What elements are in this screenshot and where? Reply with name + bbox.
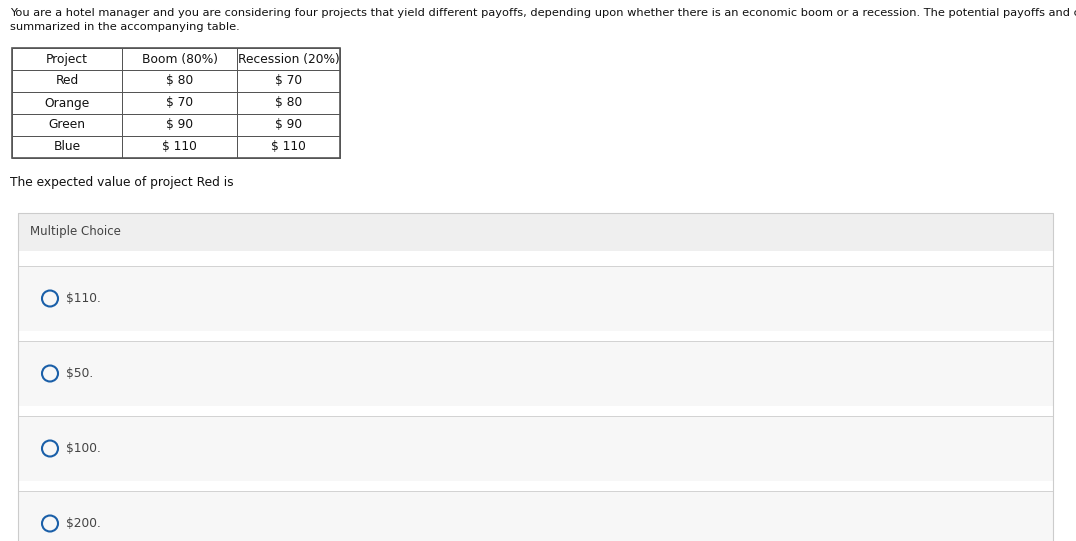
Text: Blue: Blue	[54, 141, 81, 154]
Bar	[122, 70, 237, 92]
Text: $ 90: $ 90	[166, 118, 193, 131]
Text: Project: Project	[46, 52, 88, 65]
Text: $ 110: $ 110	[271, 141, 306, 154]
Bar	[18, 406, 1053, 416]
Bar	[18, 416, 1053, 481]
Text: $200.: $200.	[66, 517, 101, 530]
Text: $100.: $100.	[66, 442, 101, 455]
Bar	[12, 136, 122, 158]
Text: $ 70: $ 70	[166, 96, 193, 109]
Text: $ 90: $ 90	[275, 118, 302, 131]
Bar	[122, 48, 237, 70]
Text: Multiple Choice: Multiple Choice	[30, 226, 121, 239]
Bar	[18, 213, 1053, 251]
Bar	[18, 331, 1053, 341]
Bar	[18, 491, 1053, 541]
Bar	[18, 481, 1053, 491]
Bar	[12, 70, 122, 92]
Bar	[237, 48, 340, 70]
Text: $110.: $110.	[66, 292, 101, 305]
Bar	[122, 92, 237, 114]
Text: $ 80: $ 80	[274, 96, 302, 109]
Bar	[237, 114, 340, 136]
Bar	[12, 92, 122, 114]
Bar	[122, 136, 237, 158]
Bar	[12, 114, 122, 136]
Bar	[237, 92, 340, 114]
Bar	[12, 48, 340, 158]
Text: Boom (80%): Boom (80%)	[142, 52, 217, 65]
Text: summarized in the accompanying table.: summarized in the accompanying table.	[10, 22, 240, 32]
Bar	[237, 70, 340, 92]
Text: The expected value of project Red is: The expected value of project Red is	[10, 176, 233, 189]
Text: Red: Red	[55, 75, 79, 88]
Text: You are a hotel manager and you are considering four projects that yield differe: You are a hotel manager and you are cons…	[10, 8, 1076, 18]
Bar	[18, 341, 1053, 406]
Bar	[12, 48, 122, 70]
Text: $ 70: $ 70	[275, 75, 302, 88]
Bar	[18, 213, 1053, 541]
Text: Recession (20%): Recession (20%)	[238, 52, 339, 65]
Text: Orange: Orange	[44, 96, 89, 109]
Text: $50.: $50.	[66, 367, 94, 380]
Bar	[18, 251, 1053, 266]
Bar	[18, 266, 1053, 331]
Text: $ 110: $ 110	[162, 141, 197, 154]
Text: $ 80: $ 80	[166, 75, 193, 88]
Bar	[237, 136, 340, 158]
Bar	[122, 114, 237, 136]
Text: Green: Green	[48, 118, 85, 131]
